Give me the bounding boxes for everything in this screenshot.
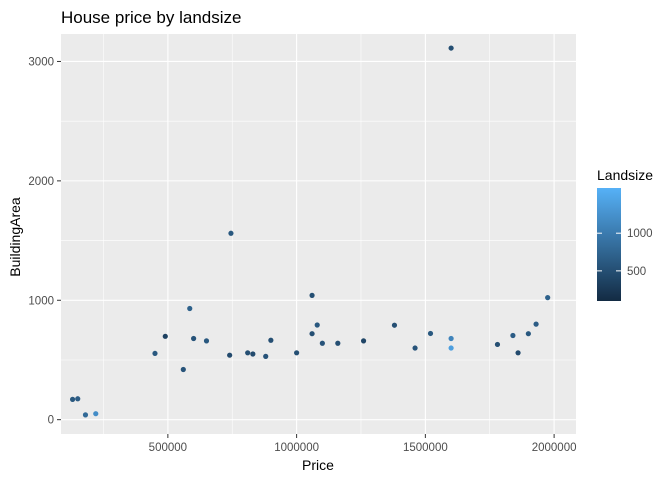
y-axis-title: BuildingArea (7, 197, 23, 277)
x-tick-label: 2000000 (532, 442, 577, 454)
data-point (250, 351, 256, 357)
legend-break-label: 1000 (627, 228, 653, 240)
y-tick-label: 3000 (28, 56, 54, 68)
legend-title: Landsize (597, 167, 653, 183)
data-point (335, 340, 341, 346)
data-point (525, 331, 531, 337)
data-point (93, 411, 99, 417)
data-point (294, 350, 300, 356)
points-layer (69, 45, 551, 418)
data-point (227, 352, 233, 358)
data-point (515, 350, 521, 356)
chart-title: House price by landsize (61, 8, 241, 27)
legend-break-label: 500 (627, 266, 646, 278)
data-point (533, 321, 539, 327)
data-point (69, 396, 76, 402)
y-tick-label: 2000 (28, 176, 54, 188)
data-point (360, 338, 367, 344)
y-tick-label: 0 (48, 415, 54, 427)
data-point (427, 330, 434, 337)
x-tick-label: 1500000 (403, 442, 448, 454)
data-point (412, 345, 418, 351)
data-point (203, 338, 210, 344)
data-point (82, 412, 89, 418)
data-point (180, 366, 186, 373)
data-point (152, 350, 158, 357)
data-point (309, 331, 315, 337)
data-point (448, 45, 454, 51)
data-point (245, 350, 251, 356)
plot-panel (61, 34, 576, 434)
data-point (263, 353, 269, 359)
legend-ticks: 500 1000 (597, 228, 653, 278)
x-tick-label: 500000 (149, 442, 187, 454)
data-point (228, 230, 234, 236)
data-point (187, 305, 193, 312)
data-point (545, 295, 551, 301)
data-point (314, 322, 320, 328)
legend-colorbar (597, 188, 621, 301)
data-point (191, 335, 197, 342)
y-tick-label: 1000 (28, 295, 54, 307)
grid-minor (61, 34, 576, 434)
data-point (448, 345, 454, 351)
x-axis-title: Price (302, 457, 334, 473)
y-axis: 0 1000 2000 3000 (28, 56, 61, 427)
x-axis: 500000 1000000 1500000 2000000 (149, 434, 577, 454)
data-point (391, 322, 398, 328)
data-point (448, 335, 454, 342)
x-tick-label: 1000000 (274, 442, 319, 454)
data-point (162, 333, 168, 339)
color-legend: Landsize 500 1000 (597, 167, 653, 301)
data-point (319, 340, 325, 346)
data-point (309, 292, 315, 298)
data-point (75, 396, 81, 402)
data-point (268, 337, 274, 343)
grid-major (61, 34, 576, 434)
data-point (510, 332, 516, 339)
data-point (494, 341, 501, 348)
